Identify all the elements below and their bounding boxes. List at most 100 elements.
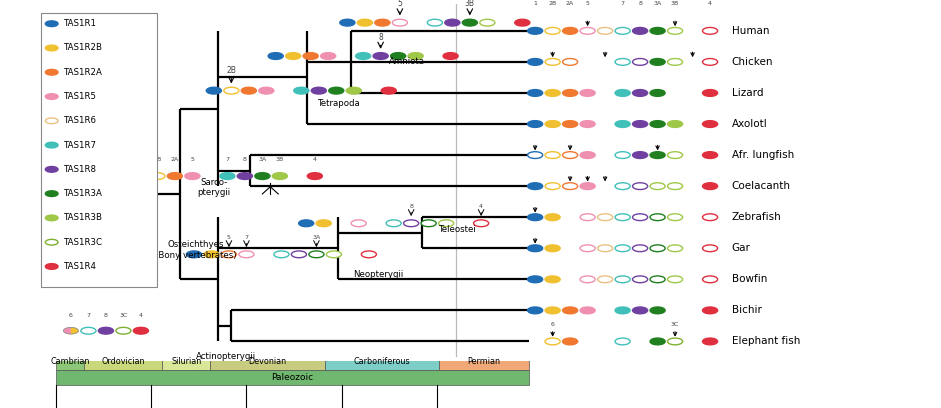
- Text: TAS1R4: TAS1R4: [64, 262, 97, 271]
- Text: TAS1R3B: TAS1R3B: [64, 213, 103, 222]
- Circle shape: [703, 27, 718, 34]
- Text: 4: 4: [139, 313, 143, 318]
- Circle shape: [563, 152, 578, 158]
- Circle shape: [580, 90, 595, 96]
- Circle shape: [272, 173, 287, 180]
- Bar: [56, 370, 529, 384]
- Circle shape: [351, 220, 366, 227]
- Circle shape: [528, 121, 543, 127]
- Circle shape: [361, 251, 376, 258]
- Circle shape: [632, 58, 647, 65]
- Circle shape: [298, 220, 313, 227]
- Text: Zebrafish: Zebrafish: [731, 212, 781, 222]
- Circle shape: [615, 58, 630, 65]
- Circle shape: [703, 338, 718, 345]
- Circle shape: [598, 27, 613, 34]
- Circle shape: [239, 251, 254, 258]
- Circle shape: [615, 183, 630, 190]
- Text: Bichir: Bichir: [731, 305, 761, 315]
- Circle shape: [598, 276, 613, 283]
- Circle shape: [615, 152, 630, 158]
- Circle shape: [528, 214, 543, 221]
- Circle shape: [580, 214, 595, 221]
- Text: 2B: 2B: [153, 157, 162, 162]
- Circle shape: [303, 53, 318, 60]
- Text: 1: 1: [138, 157, 142, 162]
- Circle shape: [632, 214, 647, 221]
- Text: Teleostei: Teleostei: [439, 225, 476, 234]
- Circle shape: [515, 19, 530, 26]
- Text: 7: 7: [87, 313, 90, 318]
- Circle shape: [667, 27, 682, 34]
- Circle shape: [545, 214, 560, 221]
- Circle shape: [667, 338, 682, 345]
- Text: 4: 4: [708, 1, 712, 6]
- Circle shape: [632, 307, 647, 314]
- Circle shape: [667, 245, 682, 252]
- Circle shape: [427, 19, 442, 26]
- Circle shape: [667, 121, 682, 127]
- Text: Tetrapoda: Tetrapoda: [318, 99, 360, 108]
- Text: Lizard: Lizard: [731, 88, 763, 98]
- Text: 3C: 3C: [120, 313, 128, 318]
- Circle shape: [545, 152, 560, 158]
- Circle shape: [580, 183, 595, 190]
- Text: 8: 8: [409, 204, 413, 209]
- Wedge shape: [63, 327, 71, 334]
- Circle shape: [167, 173, 183, 180]
- Circle shape: [150, 173, 165, 180]
- Circle shape: [116, 327, 131, 334]
- Circle shape: [45, 215, 58, 221]
- Text: 8: 8: [638, 1, 642, 6]
- Text: TAS1R7: TAS1R7: [64, 141, 97, 150]
- Circle shape: [408, 53, 423, 60]
- Text: 3B: 3B: [276, 157, 284, 162]
- Text: 7: 7: [621, 1, 625, 6]
- Circle shape: [650, 121, 665, 127]
- Circle shape: [528, 276, 543, 283]
- Circle shape: [134, 327, 149, 334]
- Circle shape: [650, 307, 665, 314]
- Text: 4: 4: [479, 204, 483, 209]
- Circle shape: [186, 251, 201, 258]
- Circle shape: [563, 183, 578, 190]
- Text: Chicken: Chicken: [731, 57, 774, 67]
- Bar: [325, 353, 439, 370]
- Circle shape: [545, 245, 560, 252]
- Text: 3A: 3A: [653, 1, 662, 6]
- Circle shape: [545, 121, 560, 127]
- Circle shape: [528, 307, 543, 314]
- Circle shape: [545, 183, 560, 190]
- Circle shape: [563, 307, 578, 314]
- Text: Bowfin: Bowfin: [731, 274, 767, 284]
- Circle shape: [615, 27, 630, 34]
- Circle shape: [650, 58, 665, 65]
- Circle shape: [580, 276, 595, 283]
- Circle shape: [221, 251, 236, 258]
- Circle shape: [667, 276, 682, 283]
- Circle shape: [703, 214, 718, 221]
- Bar: [85, 353, 163, 370]
- Circle shape: [462, 19, 477, 26]
- Text: Neopterygii: Neopterygii: [353, 270, 403, 279]
- Circle shape: [632, 121, 647, 127]
- Circle shape: [632, 152, 647, 158]
- Circle shape: [667, 58, 682, 65]
- Circle shape: [580, 307, 595, 314]
- Circle shape: [311, 87, 327, 94]
- Circle shape: [580, 121, 595, 127]
- Circle shape: [241, 87, 256, 94]
- Text: 3A: 3A: [258, 157, 266, 162]
- Text: TAS1R5: TAS1R5: [64, 92, 97, 101]
- Circle shape: [392, 19, 407, 26]
- Circle shape: [404, 220, 419, 227]
- Circle shape: [528, 58, 543, 65]
- Circle shape: [598, 245, 613, 252]
- Circle shape: [703, 152, 718, 158]
- Text: Afr. lungfish: Afr. lungfish: [731, 150, 794, 160]
- Circle shape: [615, 90, 630, 96]
- Text: 5: 5: [190, 157, 195, 162]
- Bar: [439, 353, 529, 370]
- Circle shape: [443, 53, 458, 60]
- Circle shape: [615, 121, 630, 127]
